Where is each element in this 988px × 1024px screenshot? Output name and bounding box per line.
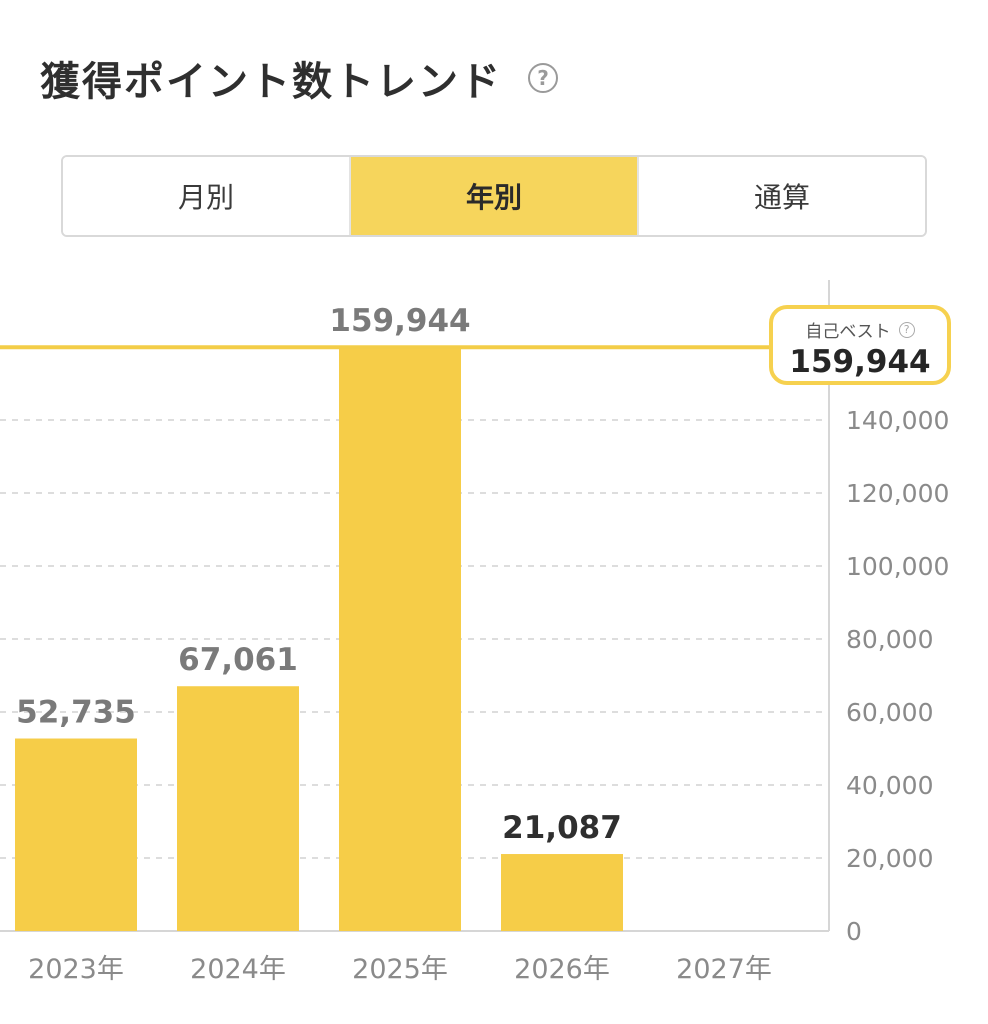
page-title: 獲得ポイント数トレンド: [40, 59, 502, 105]
bar-value-label: 159,944: [329, 303, 470, 339]
y-tick-label: 140,000: [846, 406, 949, 435]
y-tick-label: 60,000: [846, 698, 933, 727]
personal-best-value: 159,944: [789, 344, 931, 380]
bar: [339, 347, 461, 931]
y-tick-label: 40,000: [846, 771, 933, 800]
x-tick-label: 2027年: [676, 954, 772, 985]
points-bar-chart: 0 20,000 40,000 60,000 80,000 100,000 120,000 1…: [0, 280, 949, 985]
personal-best-badge: 自己ベスト ? 159,944: [769, 305, 951, 385]
y-tick-label: 20,000: [846, 844, 933, 873]
tab-cumulative[interactable]: 通算: [637, 157, 925, 235]
bar: [15, 738, 137, 931]
personal-best-label: 自己ベスト: [805, 322, 891, 342]
question-circle-icon[interactable]: ?: [528, 63, 558, 93]
personal-best-caption: 自己ベスト ?: [773, 317, 947, 342]
bar: [177, 686, 299, 931]
y-tick-label: 0: [846, 917, 862, 946]
tab-yearly[interactable]: 年別: [349, 157, 637, 235]
y-tick-label: 100,000: [846, 552, 949, 581]
bar: [501, 854, 623, 931]
x-tick-label: 2024年: [190, 954, 286, 985]
tab-monthly[interactable]: 月別: [63, 157, 349, 235]
x-tick-label: 2025年: [352, 954, 448, 985]
question-circle-icon[interactable]: ?: [898, 321, 915, 338]
x-tick-label: 2023年: [28, 954, 124, 985]
bar-value-label: 21,087: [502, 810, 622, 846]
x-tick-label: 2026年: [514, 954, 610, 985]
bar-value-label: 67,061: [178, 642, 298, 678]
bar-value-label: 52,735: [16, 695, 136, 731]
chart-header: 獲得ポイント数トレンド ?: [40, 48, 558, 108]
period-tabs: 月別 年別 通算: [61, 155, 927, 237]
y-tick-label: 120,000: [846, 479, 949, 508]
y-tick-label: 80,000: [846, 625, 933, 654]
